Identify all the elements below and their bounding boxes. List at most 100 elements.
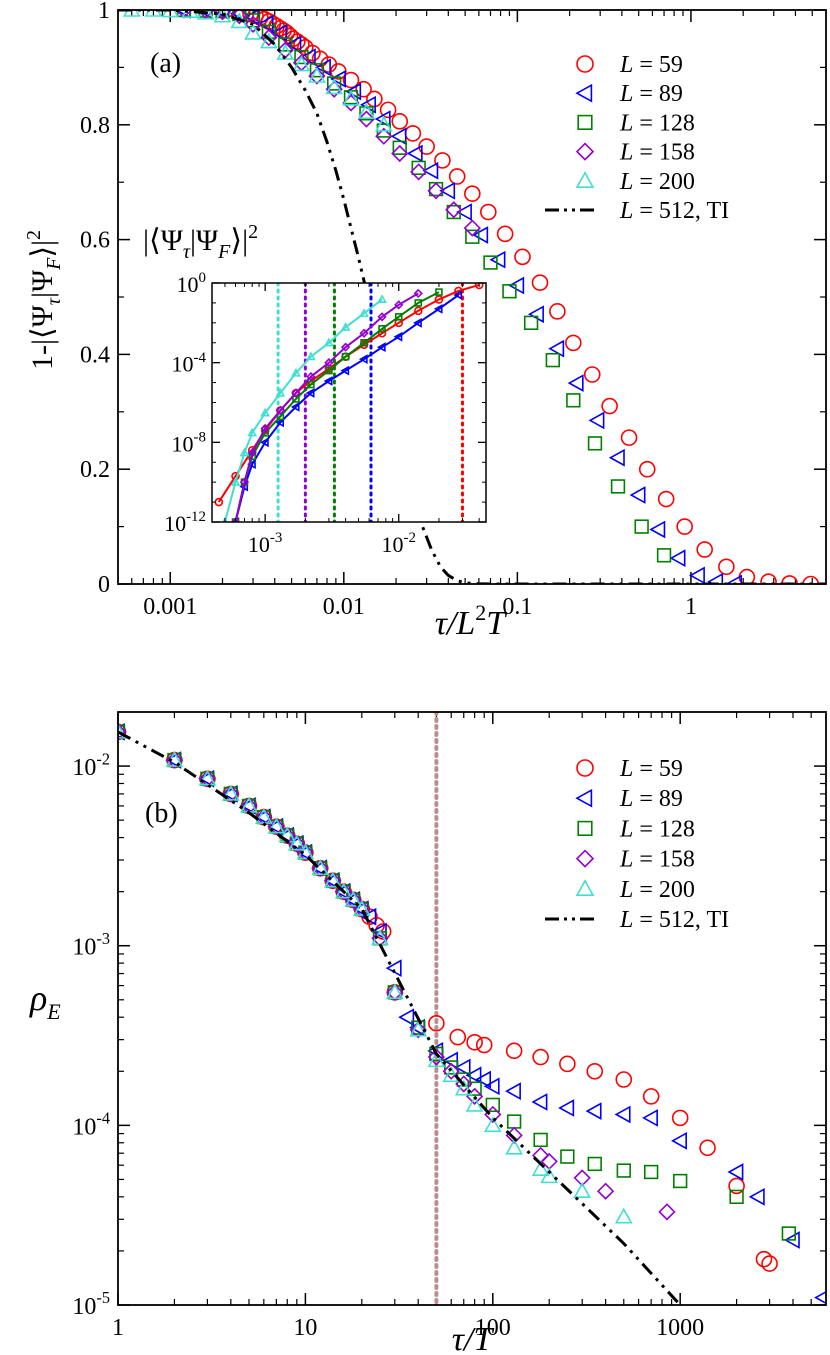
- inset-y-tick-label-exp: 0: [199, 270, 206, 286]
- inset-x-tick-label-base: 10: [248, 532, 270, 557]
- a-y-axis-label-group: 1-|⟨Ψτ|ΨF⟩|2: [23, 230, 65, 370]
- a-point-circle: [583, 366, 601, 383]
- b-point-triangle-up: [483, 1116, 502, 1133]
- a-point-square: [309, 63, 325, 78]
- b-y-tick-label-base: 10: [72, 755, 96, 781]
- a-legend-label: L = 89: [619, 81, 683, 107]
- inset-point: [325, 366, 333, 375]
- a-point-triangle-left: [390, 127, 407, 146]
- a-point-square: [587, 436, 603, 451]
- b-legend-label-var: L: [619, 786, 633, 812]
- inset-point: [453, 290, 463, 300]
- a-point-triangle-up: [308, 66, 326, 83]
- inset-title-sub1: τ: [183, 241, 191, 263]
- b-point-circle: [615, 1071, 633, 1088]
- a-point-triangle-left: [548, 339, 565, 358]
- b-point-diamond: [465, 1087, 484, 1106]
- a-legend-label-val: = 512, TI: [633, 198, 729, 224]
- b-point-triangle-left: [727, 1163, 744, 1181]
- b-point-diamond: [409, 1021, 427, 1039]
- a-point-square: [634, 519, 649, 534]
- b-legend-label: L = 59: [619, 756, 683, 782]
- a-xlabel-sup: 2: [475, 600, 486, 625]
- a-point-circle: [355, 80, 372, 98]
- inset-point: [260, 437, 269, 448]
- a-point-square: [483, 255, 498, 270]
- a-legend-label-val: = 158: [633, 140, 695, 166]
- inset-point: [393, 331, 403, 342]
- a-point-diamond: [445, 201, 463, 219]
- inset-point: [413, 288, 423, 299]
- a-point-square: [566, 393, 581, 408]
- a-legend-marker: [575, 142, 595, 161]
- a-point-triangle-left: [285, 35, 302, 54]
- a-x-axis-label: τ/L2T: [435, 600, 508, 642]
- a-point-triangle-left: [472, 226, 489, 244]
- b-point-circle: [505, 1042, 523, 1060]
- b-legend-marker: [577, 820, 593, 836]
- a-point-triangle-left: [455, 203, 472, 221]
- panel-b-data: [118, 712, 826, 1305]
- a-legend-label: L = 158: [619, 140, 695, 166]
- inset-point: [360, 338, 368, 347]
- inset-point: [275, 387, 286, 397]
- b-point-triangle-up: [323, 871, 342, 888]
- a-ylabel-a: 1-|⟨Ψ: [26, 304, 59, 370]
- a-point-circle: [802, 575, 820, 584]
- b-series-ti-line: [118, 730, 682, 1305]
- inset-point: [340, 365, 350, 376]
- b-legend-label: L = 158: [619, 847, 695, 873]
- a-ylabel-c: ⟩|: [26, 240, 59, 258]
- inset-point: [230, 477, 241, 486]
- inset-point: [359, 308, 369, 317]
- b-y-tick-label: 10-3: [72, 929, 110, 961]
- b-legend-label-var: L: [619, 907, 633, 933]
- a-point-triangle-left: [528, 305, 544, 324]
- inset-point: [394, 313, 403, 321]
- a-point-square: [446, 204, 461, 220]
- b-point-circle: [699, 1139, 716, 1157]
- b-point-triangle-left: [454, 1058, 471, 1077]
- inset-point: [340, 342, 351, 352]
- b-x-tick-label: 100: [475, 1315, 511, 1341]
- a-point-triangle-left: [669, 549, 686, 568]
- a-x-tick-label: 0.01: [323, 594, 365, 620]
- inset-point: [324, 358, 334, 368]
- inset-y-tick-label-base: 10: [164, 511, 186, 536]
- b-point-circle: [475, 1036, 493, 1054]
- a-point-circle: [448, 168, 466, 185]
- a-ylabel-sub1: τ: [43, 297, 65, 305]
- inset-point: [359, 328, 369, 338]
- b-point-triangle-up: [454, 1079, 473, 1096]
- b-x-tick-label: 1: [112, 1315, 124, 1341]
- a-point-circle: [480, 203, 497, 221]
- inset-point: [260, 423, 270, 434]
- inset-point: [291, 388, 301, 398]
- a-point-triangle-left: [608, 448, 625, 467]
- b-point-triangle-up: [505, 1138, 523, 1155]
- a-legend-label-var: L: [619, 169, 633, 195]
- b-point-circle: [428, 1014, 445, 1032]
- b-legend-label-val: = 158: [633, 847, 695, 873]
- a-ylabel-sup: 2: [23, 230, 45, 240]
- a-panel-label: (a): [150, 48, 181, 79]
- b-point-diamond: [658, 1203, 676, 1221]
- b-point-diamond: [118, 723, 127, 741]
- b-point-triangle-up: [427, 1051, 446, 1068]
- inset-point: [306, 371, 316, 382]
- inset-point: [377, 294, 387, 304]
- a-ylabel-b: |Ψ: [26, 269, 59, 298]
- b-point-circle: [449, 1028, 467, 1046]
- b-y-tick-label-exp: -3: [96, 929, 110, 948]
- b-point-diamond: [165, 751, 184, 769]
- a-y-tick-label: 0.2: [80, 457, 110, 483]
- b-x-tick-label: 10: [293, 1315, 317, 1341]
- b-legend-label-val: = 89: [633, 786, 683, 812]
- inset-point: [474, 283, 484, 290]
- b-legend-label-val: = 59: [633, 756, 683, 782]
- a-point-triangle-left: [649, 520, 666, 539]
- a-point-triangle-left: [257, 14, 274, 33]
- a-point-square: [523, 315, 539, 331]
